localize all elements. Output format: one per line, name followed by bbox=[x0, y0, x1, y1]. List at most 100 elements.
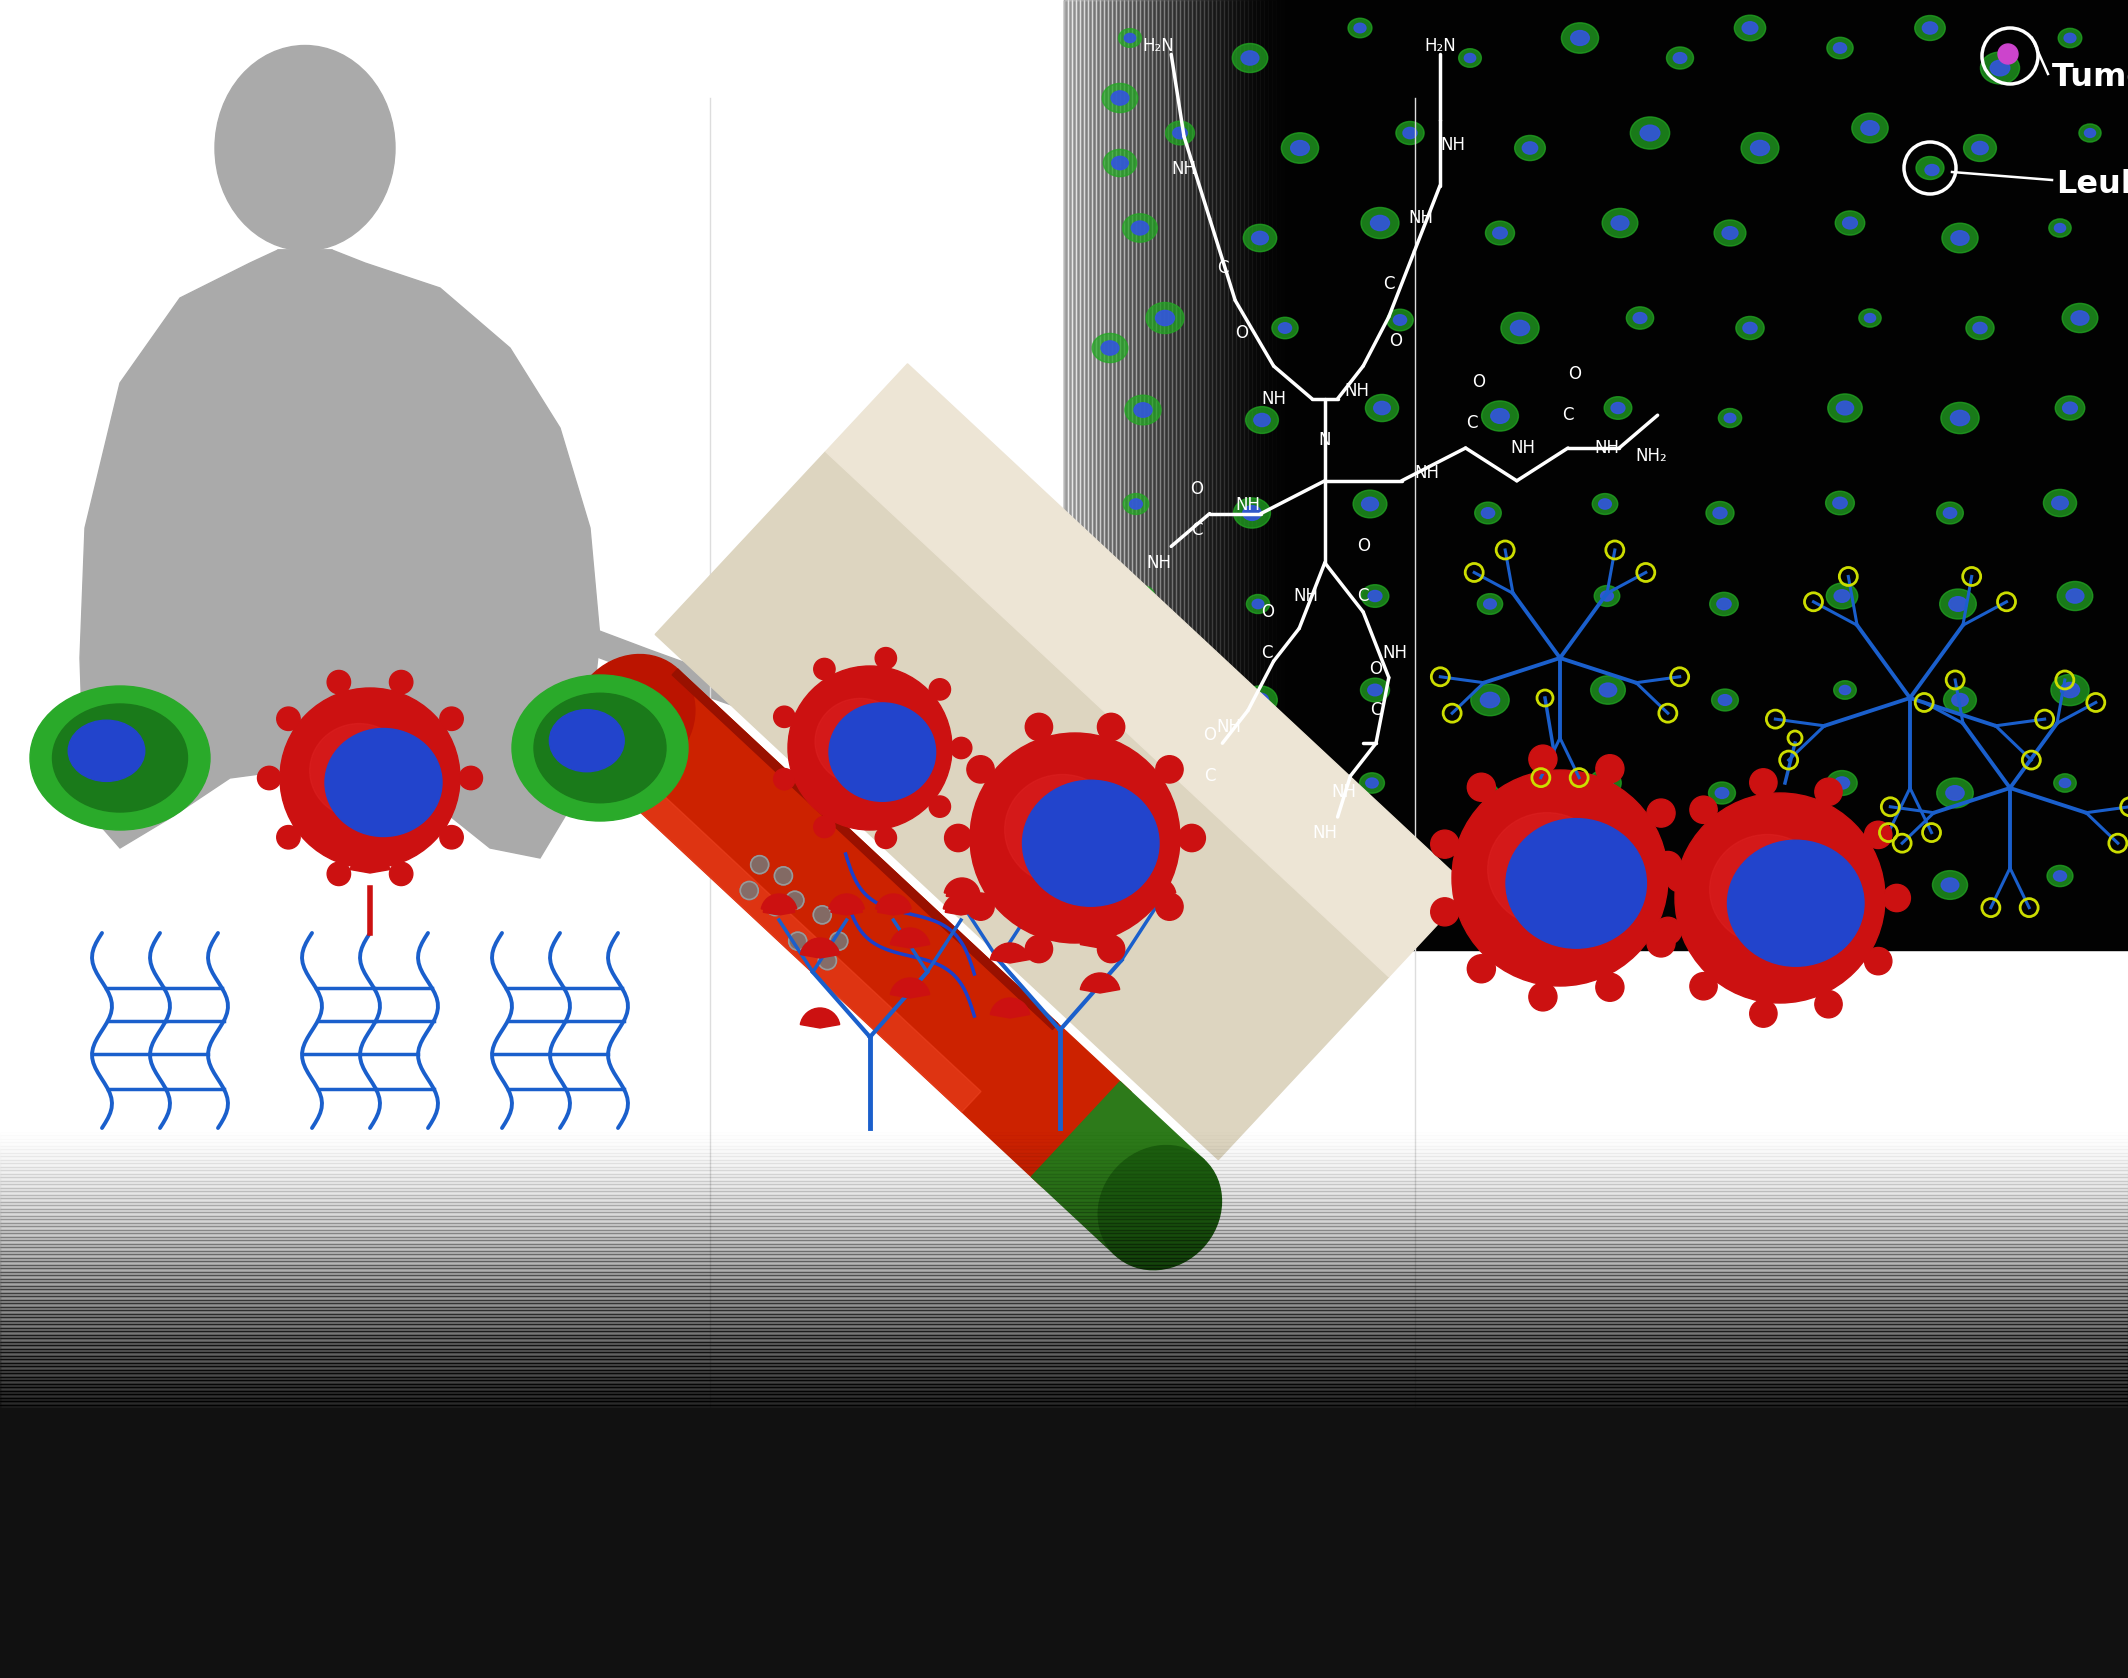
Circle shape bbox=[1430, 898, 1460, 926]
Circle shape bbox=[1666, 864, 1694, 893]
Ellipse shape bbox=[1590, 676, 1626, 705]
Ellipse shape bbox=[638, 710, 658, 733]
Ellipse shape bbox=[1915, 15, 1945, 40]
Circle shape bbox=[1528, 745, 1558, 774]
Text: NH: NH bbox=[1236, 497, 1260, 515]
Ellipse shape bbox=[1864, 314, 1875, 322]
Bar bbox=[0, 1408, 2128, 1678]
Ellipse shape bbox=[1500, 312, 1539, 344]
Ellipse shape bbox=[1402, 128, 1417, 139]
Ellipse shape bbox=[2058, 29, 2081, 47]
Polygon shape bbox=[672, 670, 1058, 1030]
Ellipse shape bbox=[2056, 396, 2085, 420]
Ellipse shape bbox=[1728, 841, 1864, 967]
Circle shape bbox=[440, 826, 464, 849]
Ellipse shape bbox=[1717, 695, 1732, 705]
Ellipse shape bbox=[1951, 232, 1968, 245]
Ellipse shape bbox=[1130, 498, 1143, 508]
Polygon shape bbox=[589, 670, 1132, 1186]
Circle shape bbox=[930, 678, 951, 700]
Wedge shape bbox=[800, 1008, 841, 1029]
Ellipse shape bbox=[1626, 307, 1653, 329]
Ellipse shape bbox=[1585, 862, 1617, 889]
Ellipse shape bbox=[1830, 869, 1847, 883]
Text: NH: NH bbox=[1383, 644, 1409, 663]
Text: O: O bbox=[1234, 324, 1249, 342]
Ellipse shape bbox=[1834, 681, 1856, 700]
Circle shape bbox=[1026, 713, 1053, 740]
Circle shape bbox=[813, 658, 834, 680]
Ellipse shape bbox=[1605, 396, 1632, 420]
Ellipse shape bbox=[1834, 777, 1849, 789]
Circle shape bbox=[1690, 973, 1717, 1000]
Circle shape bbox=[1468, 955, 1496, 983]
Text: NH: NH bbox=[1415, 463, 1441, 482]
Text: NH: NH bbox=[1511, 440, 1536, 456]
Ellipse shape bbox=[1147, 302, 1183, 334]
Ellipse shape bbox=[1251, 599, 1264, 609]
Ellipse shape bbox=[1375, 401, 1390, 414]
Text: H₂N: H₂N bbox=[1143, 37, 1175, 55]
Ellipse shape bbox=[1936, 779, 1973, 807]
Ellipse shape bbox=[1279, 322, 1292, 334]
Text: NH: NH bbox=[1262, 389, 1285, 408]
Ellipse shape bbox=[1711, 690, 1739, 711]
Ellipse shape bbox=[1475, 784, 1498, 802]
Wedge shape bbox=[1758, 978, 1802, 1000]
Ellipse shape bbox=[1751, 141, 1770, 156]
Ellipse shape bbox=[1475, 878, 1494, 893]
Ellipse shape bbox=[1281, 133, 1319, 163]
Text: O: O bbox=[1390, 332, 1402, 351]
Ellipse shape bbox=[1132, 777, 1149, 789]
Polygon shape bbox=[1032, 1082, 1204, 1255]
Text: C: C bbox=[1562, 406, 1575, 425]
Ellipse shape bbox=[1594, 586, 1619, 606]
Ellipse shape bbox=[1362, 497, 1379, 510]
Circle shape bbox=[1647, 930, 1675, 956]
Ellipse shape bbox=[1166, 121, 1194, 144]
Ellipse shape bbox=[1941, 589, 1977, 619]
Circle shape bbox=[830, 933, 847, 950]
Ellipse shape bbox=[1124, 493, 1149, 515]
Ellipse shape bbox=[1353, 490, 1387, 519]
Ellipse shape bbox=[1102, 149, 1136, 176]
Ellipse shape bbox=[1098, 1146, 1221, 1270]
Ellipse shape bbox=[1743, 22, 1758, 34]
Ellipse shape bbox=[1941, 878, 1958, 893]
Ellipse shape bbox=[2054, 871, 2066, 881]
Ellipse shape bbox=[2054, 223, 2066, 233]
Ellipse shape bbox=[2051, 675, 2090, 706]
Ellipse shape bbox=[572, 654, 696, 779]
Circle shape bbox=[460, 767, 483, 790]
Ellipse shape bbox=[1481, 693, 1500, 708]
Circle shape bbox=[1815, 990, 1843, 1019]
Ellipse shape bbox=[1719, 408, 1741, 428]
Wedge shape bbox=[945, 878, 979, 896]
Circle shape bbox=[389, 671, 413, 693]
Ellipse shape bbox=[1111, 156, 1128, 169]
Ellipse shape bbox=[1368, 591, 1381, 601]
Circle shape bbox=[1690, 795, 1717, 824]
Wedge shape bbox=[762, 894, 796, 913]
Ellipse shape bbox=[1387, 309, 1413, 331]
Ellipse shape bbox=[1362, 584, 1390, 607]
Ellipse shape bbox=[1507, 819, 1647, 948]
Ellipse shape bbox=[1851, 112, 1888, 143]
Ellipse shape bbox=[1973, 322, 1988, 334]
Circle shape bbox=[787, 666, 951, 831]
Ellipse shape bbox=[1973, 141, 1988, 154]
Circle shape bbox=[1749, 769, 1777, 795]
Text: NH₂: NH₂ bbox=[1634, 448, 1666, 465]
Ellipse shape bbox=[1602, 208, 1639, 238]
Ellipse shape bbox=[1124, 213, 1158, 242]
Text: N: N bbox=[1319, 431, 1330, 448]
Text: C: C bbox=[1217, 258, 1228, 277]
Ellipse shape bbox=[1673, 52, 1688, 64]
Text: O: O bbox=[1260, 602, 1275, 621]
Ellipse shape bbox=[1362, 208, 1398, 238]
Ellipse shape bbox=[1394, 315, 1407, 326]
Polygon shape bbox=[519, 607, 992, 782]
Wedge shape bbox=[1081, 973, 1119, 993]
Ellipse shape bbox=[1598, 498, 1611, 508]
Ellipse shape bbox=[1522, 143, 1539, 154]
